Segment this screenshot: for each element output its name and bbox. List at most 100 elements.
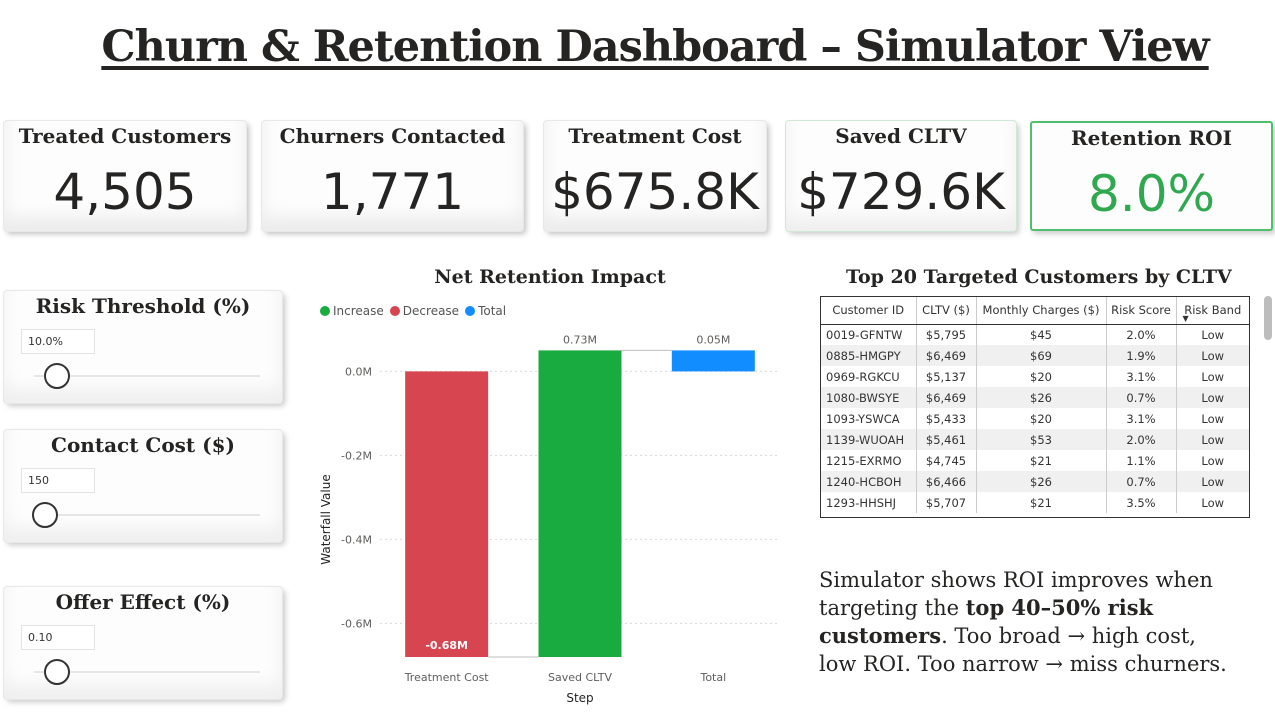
y-tick-label: -0.2M (341, 449, 372, 462)
slicer-label: Contact Cost ($) (51, 433, 235, 457)
kpi-value: $729.6K (797, 163, 1005, 221)
table-cell: $53 (976, 429, 1107, 450)
table-cell: $45 (976, 324, 1107, 345)
table-cell: $26 (976, 471, 1107, 492)
bar-decrease (405, 371, 489, 657)
note-text: . Too broad → high cost, low ROI. Too na… (819, 624, 1227, 676)
column-header[interactable]: Monthly Charges ($) (976, 297, 1107, 325)
kpi-label: Churners Contacted (279, 124, 506, 148)
table-row[interactable]: 1293-HHSHJ $5,707 $21 3.5% Low (821, 492, 1249, 513)
table-cell: $21 (976, 492, 1107, 513)
table-row[interactable]: 0969-RGKCU $5,137 $20 3.1% Low (821, 366, 1249, 387)
y-tick-label: 0.0M (345, 365, 372, 378)
table-cell: $6,469 (916, 387, 977, 408)
table-cell: 1215-EXRMO (821, 450, 917, 471)
table-cell: $6,469 (916, 345, 977, 366)
table-cell: 0.7% (1106, 471, 1177, 492)
slicer-label: Risk Threshold (%) (35, 294, 251, 318)
column-header[interactable]: CLTV ($) (916, 297, 977, 325)
note-text: Simulator shows ROI improves when target… (819, 568, 1213, 620)
data-label: 0.05M (696, 333, 730, 346)
table-cell: 2.0% (1106, 324, 1177, 345)
contact-cost-input[interactable]: 150 (21, 468, 95, 493)
y-axis-title: Waterfall Value (319, 474, 333, 565)
legend-dot-increase (320, 306, 330, 316)
kpi-card-treated-customers: Treated Customers 4,505 (4, 121, 246, 231)
kpi-label: Treated Customers (18, 124, 232, 148)
table-cell: 1139-WUOAH (821, 429, 917, 450)
x-axis-title: Step (566, 691, 593, 705)
table-cell: Low (1201, 495, 1225, 510)
table-header-row: Customer ID CLTV ($) Monthly Charges ($) Ri… (821, 297, 1249, 325)
page-title: Churn & Retention Dashboard – Simulator … (101, 22, 1209, 72)
chart-legend: Increase Decrease Total (320, 304, 506, 318)
slider-track[interactable] (34, 671, 260, 673)
slicer-label: Offer Effect (%) (55, 590, 231, 614)
legend-item-decrease[interactable]: Decrease (389, 304, 460, 318)
table-row[interactable]: 1093-YSWCA $5,433 $20 3.1% Low (821, 408, 1249, 429)
table-cell: $20 (976, 366, 1107, 387)
legend-item-total[interactable]: Total (465, 304, 506, 318)
column-header[interactable]: Customer ID (821, 297, 917, 325)
column-header[interactable]: Risk Band ▼ (1176, 297, 1249, 325)
table-row[interactable]: 1215-EXRMO $4,745 $21 1.1% Low (821, 450, 1249, 471)
table-scrollbar[interactable] (1264, 296, 1272, 340)
table-cell: 1.9% (1106, 345, 1177, 366)
kpi-value: 8.0% (1087, 165, 1216, 223)
slider-track[interactable] (34, 375, 260, 377)
table-row[interactable]: 0885-HMGPY $6,469 $69 1.9% Low (821, 345, 1249, 366)
table-cell: 3.1% (1106, 408, 1177, 429)
risk-threshold-input[interactable]: 10.0% (21, 329, 95, 354)
table-cell: 0019-GFNTW (821, 324, 917, 345)
slider-track[interactable] (34, 514, 260, 516)
table-cell: 1.1% (1106, 450, 1177, 471)
kpi-value: $675.8K (551, 163, 759, 221)
table-cell: $6,466 (916, 471, 977, 492)
table-row[interactable]: 1240-HCBOH $6,466 $26 0.7% Low (821, 471, 1249, 492)
table-row[interactable]: 0019-GFNTW $5,795 $45 2.0% Low (821, 324, 1249, 345)
table-cell: 1240-HCBOH (821, 471, 917, 492)
table-cell: 1293-HHSHJ (821, 492, 917, 513)
table-cell: 3.5% (1106, 492, 1177, 513)
kpi-value: 1,771 (320, 163, 465, 221)
kpi-label: Retention ROI (1071, 126, 1232, 150)
kpi-card-treatment-cost: Treatment Cost $675.8K (544, 121, 766, 231)
offer-effect-input[interactable]: 0.10 (21, 625, 95, 650)
kpi-label: Treatment Cost (568, 124, 742, 148)
column-header[interactable]: Risk Score (1106, 297, 1177, 325)
table-cell: 3.1% (1106, 366, 1177, 387)
table-cell: 0885-HMGPY (821, 345, 917, 366)
chart-title: Net Retention Impact (434, 266, 666, 288)
table-cell: $26 (976, 387, 1107, 408)
x-tick-label: Total (699, 671, 726, 684)
offer-effect-slider-handle[interactable] (43, 659, 70, 685)
table-cell: Low (1201, 453, 1225, 468)
legend-item-increase[interactable]: Increase (320, 304, 384, 318)
table-cell: $5,433 (916, 408, 977, 429)
waterfall-chart: 0.0M -0.2M -0.4M -0.6M -0.68M Treatment Cost 0… (319, 333, 780, 705)
legend-label: Total (478, 304, 507, 318)
table-cell: 1080-BWSYE (821, 387, 917, 408)
data-label: 0.73M (563, 333, 597, 346)
table-cell: $5,137 (916, 366, 977, 387)
kpi-card-retention-roi: Retention ROI 8.0% (1030, 121, 1273, 231)
legend-label: Decrease (402, 304, 460, 318)
table-cell: Low (1201, 411, 1225, 426)
x-tick-label: Saved CLTV (548, 671, 612, 684)
legend-dot-total (465, 306, 476, 316)
legend-dot-decrease (389, 306, 400, 316)
table-cell: $20 (976, 408, 1107, 429)
table-row[interactable]: 1139-WUOAH $5,461 $53 2.0% Low (821, 429, 1249, 450)
table-cell: $69 (976, 345, 1107, 366)
table-cell: Low (1176, 429, 1249, 450)
sort-descending-icon: ▼ (1182, 313, 1189, 323)
table-cell: 0.7% (1106, 387, 1177, 408)
table-cell: $21 (976, 450, 1107, 471)
x-tick-label: Treatment Cost (404, 671, 490, 684)
contact-cost-slider-handle[interactable] (32, 502, 59, 528)
legend-label: Increase (333, 304, 384, 318)
table-row[interactable]: 1080-BWSYE $6,469 $26 0.7% Low (821, 387, 1249, 408)
table-cell: Low (1176, 387, 1249, 408)
risk-threshold-slider-handle[interactable] (43, 363, 70, 389)
table-cell: 2.0% (1106, 429, 1177, 450)
